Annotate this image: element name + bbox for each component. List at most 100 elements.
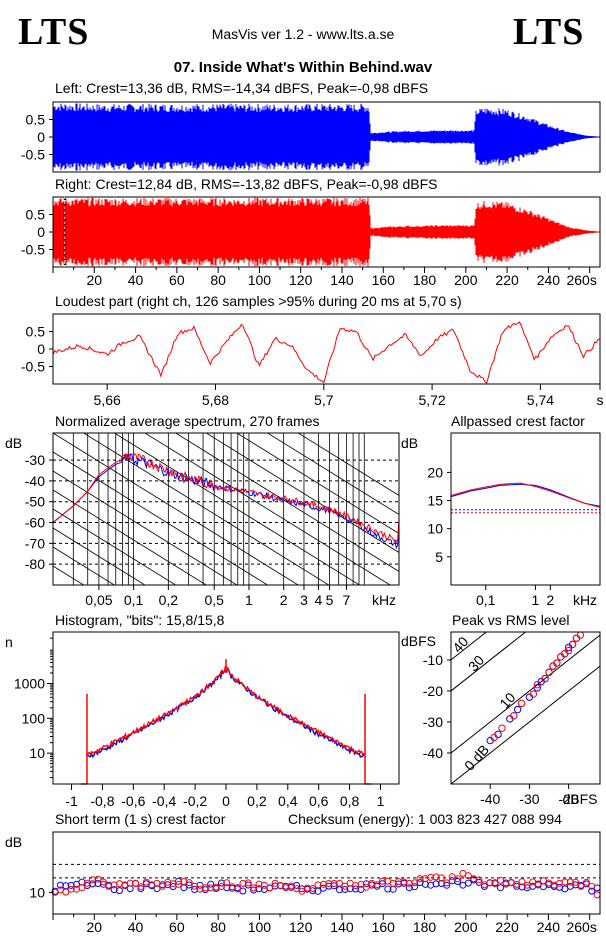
right-xtick-label: 40 bbox=[128, 272, 144, 288]
histogram-ytick-label: 100 bbox=[22, 710, 46, 726]
crest-point-right bbox=[513, 880, 521, 888]
loudest-ytick-label: -0.5 bbox=[21, 359, 45, 375]
histogram-series-left bbox=[86, 668, 366, 758]
histogram-xtick-label: 0,4 bbox=[278, 793, 298, 809]
left-ytick-label: -0.5 bbox=[21, 147, 45, 163]
spectrum-slope-line bbox=[53, 527, 146, 585]
crest-point-left bbox=[411, 883, 419, 891]
spectrum-slope-line bbox=[205, 433, 399, 553]
peak-rms-point-right bbox=[553, 659, 561, 667]
peak-rms-point-right bbox=[510, 712, 518, 720]
histogram-ylabel: n bbox=[5, 634, 13, 650]
crest-point-right bbox=[378, 877, 386, 885]
crest-point-right bbox=[325, 880, 333, 887]
spectrum-ylabel: dB bbox=[5, 435, 22, 451]
histogram-ytick-label: 10 bbox=[29, 745, 45, 761]
crest-xtick-label: 140 bbox=[330, 919, 354, 935]
allpassed-xtick-label: 1 bbox=[531, 592, 539, 608]
spectrum-xtick-label: 2 bbox=[280, 592, 288, 608]
left-title: Left: Crest=13,36 dB, RMS=-14,34 dBFS, P… bbox=[55, 80, 429, 96]
peak-rms-point-right bbox=[568, 640, 577, 649]
right-xtick-label: 80 bbox=[210, 272, 226, 288]
crest-point-right bbox=[153, 879, 161, 887]
crest-point-left bbox=[454, 878, 462, 885]
logo-right: LTS bbox=[513, 11, 585, 53]
crest-point-right bbox=[395, 878, 402, 886]
peak-rms-diagonal-label: 30 bbox=[465, 652, 487, 674]
right-xtick-label: 200 bbox=[454, 272, 478, 288]
crest-point-left bbox=[67, 881, 75, 889]
app-title: MasVis ver 1.2 - www.lts.a.se bbox=[211, 26, 395, 42]
allpassed-frame bbox=[450, 432, 601, 586]
crest-xtick-label: 60 bbox=[169, 919, 185, 935]
right-xtick-label: 140 bbox=[330, 272, 354, 288]
spectrum-xtick-label: 0,2 bbox=[159, 592, 179, 608]
peak-rms-point-right bbox=[545, 668, 553, 677]
allpassed-series-left bbox=[450, 483, 601, 507]
allpassed-ylabel: dB bbox=[401, 435, 418, 451]
crest-point-right bbox=[336, 879, 343, 887]
crest-point-right bbox=[443, 879, 451, 887]
spectrum-xtick-label: 1 bbox=[245, 592, 253, 608]
peak-rms-diagonal-label: 0 dB bbox=[461, 741, 492, 773]
crest-point-right bbox=[287, 882, 295, 890]
allpassed-ytick-label: 5 bbox=[435, 549, 443, 565]
allpassed-xlabel: kHz bbox=[573, 592, 597, 608]
crest-point-right bbox=[427, 873, 435, 881]
crest-point-right bbox=[593, 891, 601, 899]
spectrum-xtick-label: 0,05 bbox=[85, 592, 112, 608]
crest-point-right bbox=[438, 874, 445, 882]
histogram-ytick-label: 1000 bbox=[14, 675, 45, 691]
crest-point-right bbox=[126, 879, 134, 887]
peak-rms-point-left bbox=[533, 684, 541, 692]
peak-rms-ytick-label: -40 bbox=[423, 745, 443, 761]
checksum-label: Checksum (energy): 1 003 823 427 088 994 bbox=[288, 811, 562, 827]
peak-rms-xtick-label: -40 bbox=[480, 791, 500, 807]
right-xtick-label: 120 bbox=[289, 272, 313, 288]
crest-point-left bbox=[191, 886, 199, 893]
spectrum-title: Normalized average spectrum, 270 frames bbox=[55, 413, 320, 429]
crest-frame bbox=[52, 831, 601, 915]
allpassed-ytick-label: 15 bbox=[427, 493, 443, 509]
spectrum-ytick-label: -40 bbox=[25, 473, 45, 489]
crest-point-right bbox=[234, 885, 241, 893]
crest-xtick-label: 220 bbox=[495, 919, 519, 935]
crest-point-right bbox=[362, 883, 370, 891]
crest-point-left bbox=[293, 881, 301, 889]
crest-point-right bbox=[561, 878, 569, 886]
right-title: Right: Crest=12,84 dB, RMS=-13,82 dBFS, … bbox=[55, 176, 438, 192]
histogram-title: Histogram, "bits": 15,8/15,8 bbox=[55, 612, 225, 628]
crest-point-right bbox=[330, 880, 338, 887]
histogram-xtick-label: -0,8 bbox=[90, 793, 114, 809]
peak-rms-point-right bbox=[533, 681, 541, 689]
peak-rms-xlabel: dBFS bbox=[562, 791, 597, 807]
histogram-xtick-label: -0,2 bbox=[183, 793, 207, 809]
crest-point-right bbox=[572, 878, 580, 886]
crest-point-right bbox=[566, 878, 574, 886]
crest-point-right bbox=[158, 882, 166, 890]
crest-point-right bbox=[185, 879, 193, 887]
crest-point-right bbox=[588, 882, 596, 890]
crest-point-right bbox=[341, 882, 349, 890]
peak-rms-title: Peak vs RMS level bbox=[452, 612, 570, 628]
loudest-ytick-label: 0 bbox=[37, 341, 45, 357]
crest-point-right bbox=[319, 880, 327, 888]
crest-point-left bbox=[443, 881, 451, 889]
spectrum-xlabel: kHz bbox=[372, 592, 396, 608]
peak-rms-ytick-label: -10 bbox=[423, 652, 443, 668]
histogram-series-right bbox=[86, 665, 366, 757]
spectrum-xtick-label: 0,5 bbox=[204, 592, 224, 608]
right-xtick-label: 220 bbox=[495, 272, 519, 288]
spectrum-slope-line bbox=[297, 433, 399, 496]
logo-left: LTS bbox=[18, 11, 90, 53]
allpassed-xtick-label: 0,1 bbox=[476, 592, 496, 608]
crest-point-left bbox=[352, 885, 360, 893]
spectrum-slope-line bbox=[174, 433, 399, 572]
spectrum-xtick-label: 5 bbox=[326, 592, 334, 608]
histogram-xtick-label: 0 bbox=[222, 793, 230, 809]
spectrum-slope-line bbox=[236, 433, 399, 534]
peak-rms-diagonals bbox=[451, 632, 600, 784]
allpassed-ytick-label: 10 bbox=[427, 521, 443, 537]
spectrum-ytick-label: -70 bbox=[25, 535, 45, 551]
